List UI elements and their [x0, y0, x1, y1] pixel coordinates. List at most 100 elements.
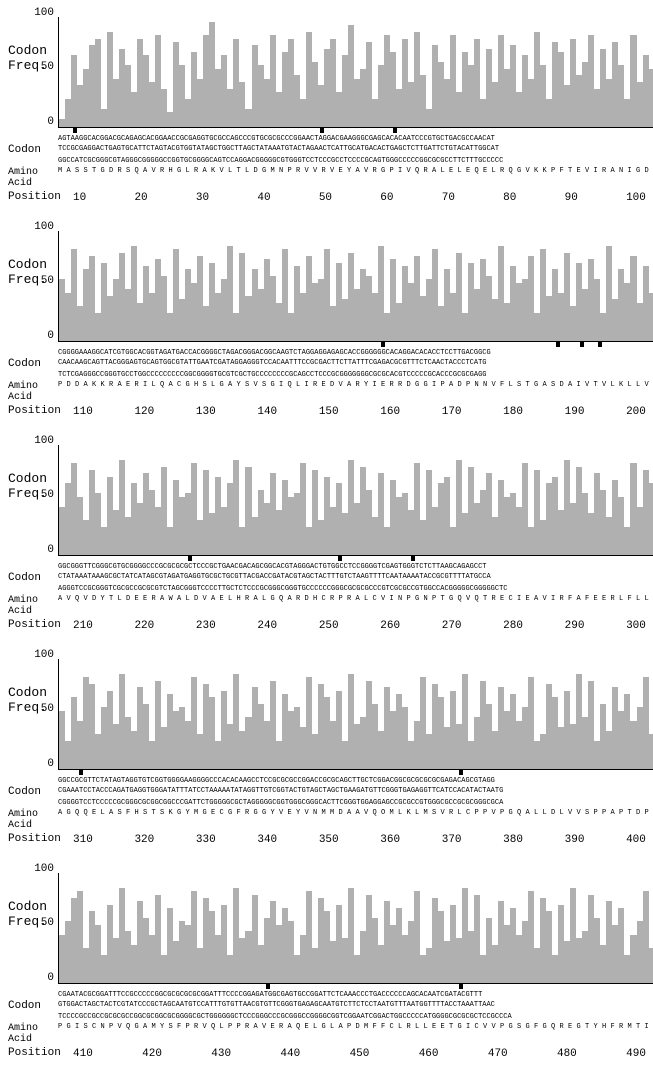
position-number: 140 [257, 406, 277, 418]
position-number: 350 [319, 834, 339, 846]
sequence-row: GGCCGCGTTCTATAGTAGGTGTCGGTGGGGAAGGGGCCCA… [8, 777, 653, 786]
position-number: 200 [626, 406, 646, 418]
position-number: 450 [350, 1048, 370, 1060]
position-number: 220 [134, 620, 154, 632]
y-tick: 0 [47, 758, 54, 770]
x-ticks [58, 128, 653, 134]
row-label: Codon [8, 359, 58, 370]
sequence-row: CodonCTATAAATAAAGCGCTATCATAGCGTAGATGAGGT… [8, 573, 653, 584]
position-number: 400 [626, 834, 646, 846]
bars-container [58, 445, 653, 556]
position-number: 50 [319, 192, 332, 204]
position-number: 430 [211, 1048, 231, 1060]
sequence-text: AGGGTCCGCGGGTCGCGCCGCGCGTCTAGCGGGTCCCCTT… [58, 585, 653, 594]
sequence-row: CGGGGTCCTCCCCCGCGGGCGCGGCGGCCCGATTCTGGGG… [8, 799, 653, 808]
sequence-row: AGTAAGGCACGGACGCAGAGCACGGAACCGCGAGGTGCGC… [8, 135, 653, 144]
sequence-text: TCTCGAGGGCCGGGTGCCTGGCCCCCCCCCGGCGGGGTGC… [58, 371, 653, 380]
position-number: 440 [280, 1048, 300, 1060]
position-number: 30 [196, 192, 209, 204]
sequence-row: CodonCGAAATCCTACCCAGATGAGGTGGGATATTTATCC… [8, 787, 653, 798]
sequence-row: TCTCGAGGGCCGGGTGCCTGGCCCCCCCCCGGCGGGGTGC… [8, 371, 653, 380]
row-label: Codon [8, 145, 58, 156]
row-label: Amino Acid [8, 595, 58, 617]
y-tick: 0 [47, 544, 54, 556]
sequence-row: GGCGGGTTCGGGCGTGCGGGGCCCGCGCGCGCTCCCGCTG… [8, 563, 653, 572]
position-number: 160 [380, 406, 400, 418]
y-tick: 50 [41, 917, 54, 929]
y-axis: Codon Freq.050100 [8, 864, 58, 984]
position-number: 410 [73, 1048, 93, 1060]
x-tick [649, 556, 653, 562]
sequence-row: GGCCATCGCGGGCGTAGGGCGGGGGCCGGTGCGGGGCAGT… [8, 157, 653, 166]
position-number: 390 [565, 834, 585, 846]
position-number: 60 [380, 192, 393, 204]
position-number: 310 [73, 834, 93, 846]
y-tick: 100 [34, 221, 54, 233]
position-number: 130 [196, 406, 216, 418]
y-tick: 0 [47, 330, 54, 342]
sequence-text: CGGGGAAAGGCATCGTGGCACGGTAGATGACCACGGGGCT… [58, 349, 653, 358]
row-label: Position [8, 620, 58, 632]
position-number: 260 [380, 620, 400, 632]
row-label: Codon [8, 787, 58, 798]
position-number: 320 [134, 834, 154, 846]
sequence-text: CTATAAATAAAGCGCTATCATAGCGTAGATGAGGTGCGCT… [58, 573, 653, 582]
position-number: 100 [626, 192, 646, 204]
amino-acid-text: AVQVDYTLDEERAWALDVAELHRALGQARDHCRPRALCVI… [58, 595, 653, 604]
amino-acid-row: Amino AcidMASSTGDRSQAVRHGLRAKVLTLDGMNPRV… [8, 167, 653, 189]
position-number: 240 [257, 620, 277, 632]
row-label: Amino Acid [8, 1023, 58, 1045]
position-number: 470 [488, 1048, 508, 1060]
sequence-row: TCCCCGCCGCCGCGCGCCGGCGCGGCGCGGGGCGCTGGGG… [8, 1013, 653, 1022]
amino-acid-row: Amino AcidPGISCNPVQGAMYSFPRVQLPPRAVERAQE… [8, 1023, 653, 1045]
codon-panel: Codon Freq.050100GGCGGGTTCGGGCGTGCGGGGCC… [8, 436, 653, 632]
position-number: 80 [503, 192, 516, 204]
position-number: 90 [565, 192, 578, 204]
position-number: 270 [442, 620, 462, 632]
position-number: 250 [319, 620, 339, 632]
y-tick: 50 [41, 275, 54, 287]
row-label: Position [8, 192, 58, 204]
row-label: Amino Acid [8, 809, 58, 831]
y-tick: 100 [34, 435, 54, 447]
sequence-row: CodonGTGGACTAGCTACTCGTATCCCGCTAGCAATGTCC… [8, 1001, 653, 1012]
sequence-text: GGCCGCGTTCTATAGTAGGTGTCGGTGGGGAAGGGGCCCA… [58, 777, 653, 786]
amino-acid-text: PGISCNPVQGAMYSFPRVQLPPRAVERAQELGLAPDMFFC… [58, 1023, 653, 1032]
amino-acid-row: Amino AcidAGQQELASFHSTSKGYMGECGFRGGYVEYV… [8, 809, 653, 831]
y-axis: Codon Freq.050100 [8, 8, 58, 128]
sequence-row: AGGGTCCGCGGGTCGCGCCGCGCGTCTAGCGGGTCCCCTT… [8, 585, 653, 594]
codon-panel: Codon Freq.050100GGCCGCGTTCTATAGTAGGTGTC… [8, 650, 653, 846]
bar [649, 948, 653, 983]
amino-acid-row: Amino AcidPDDAKKRAERILQACGHSLGAYSVSGIQLI… [8, 381, 653, 403]
row-label: Position [8, 1048, 58, 1060]
y-tick: 50 [41, 489, 54, 501]
sequence-text: CGAAATCCTACCCAGATGAGGTGGGATATTTATCCTAAAA… [58, 787, 653, 796]
codon-panel: Codon Freq.050100CGAATACGCGGATTTCCGCCCCC… [8, 864, 653, 1060]
row-label: Codon [8, 573, 58, 584]
position-number: 280 [503, 620, 523, 632]
position-number: 370 [442, 834, 462, 846]
sequence-row: CodonTCCGCGAGGACTGAGTGCATTCTAGTACGTGGTAT… [8, 145, 653, 156]
position-number: 490 [626, 1048, 646, 1060]
chart-area: Codon Freq.050100 [8, 222, 653, 342]
position-number: 10 [73, 192, 86, 204]
y-tick: 0 [47, 972, 54, 984]
sequence-text: CAACAAGCAGTTACGGGAGTGCAGTGGCGTATTGAATCGA… [58, 359, 653, 368]
position-numbers: 102030405060708090100 [58, 192, 653, 204]
sequence-text: GGCCATCGCGGGCGTAGGGCGGGGGCCGGTGCGGGGCAGT… [58, 157, 653, 166]
row-label: Codon [8, 1001, 58, 1012]
sequence-row: CGAATACGCGGATTTCCGCCCCCGGCGCGCGCGCGGATTT… [8, 991, 653, 1000]
x-ticks [58, 770, 653, 776]
position-number: 230 [196, 620, 216, 632]
sequence-row: CodonCAACAAGCAGTTACGGGAGTGCAGTGGCGTATTGA… [8, 359, 653, 370]
sequence-text: TCCGCGAGGACTGAGTGCATTCTAGTACGTGGTATAGCTG… [58, 145, 653, 154]
chart-area: Codon Freq.050100 [8, 8, 653, 128]
position-number: 150 [319, 406, 339, 418]
bars-container [58, 873, 653, 984]
sequence-row: CGGGGAAAGGCATCGTGGCACGGTAGATGACCACGGGGCT… [8, 349, 653, 358]
row-label: Amino Acid [8, 381, 58, 403]
position-number: 290 [565, 620, 585, 632]
amino-acid-text: MASSTGDRSQAVRHGLRAKVLTLDGMNPRVVRVEYAVRGP… [58, 167, 653, 176]
position-numbers: 210220230240250260270280290300 [58, 620, 653, 632]
y-tick: 100 [34, 7, 54, 19]
